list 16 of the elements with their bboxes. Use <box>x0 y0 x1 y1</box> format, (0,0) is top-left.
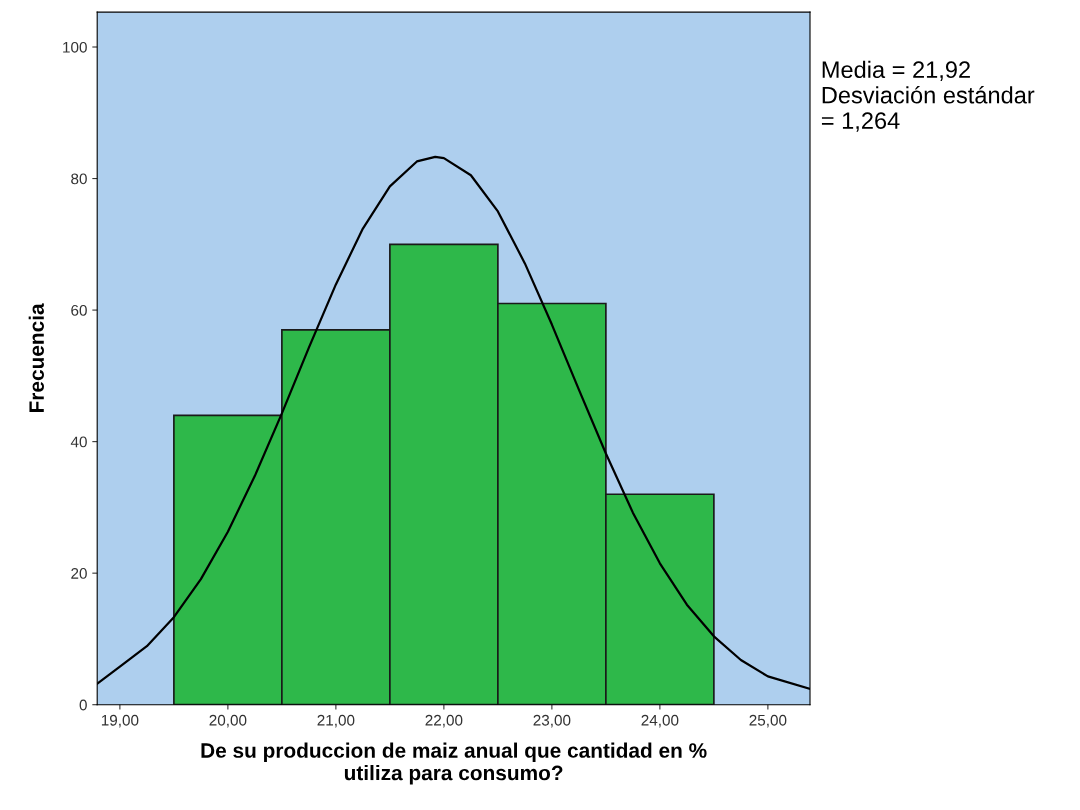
x-tick-label: 25,00 <box>749 714 787 728</box>
y-tick-label: 0 <box>79 699 87 711</box>
y-axis-title: Frecuencia <box>28 303 44 413</box>
x-tick-label: 23,00 <box>533 714 571 728</box>
x-tick-label: 19,00 <box>101 714 139 728</box>
x-tick-label: 20,00 <box>209 714 247 728</box>
y-tick-label: 80 <box>71 173 87 185</box>
x-tick-label: 21,00 <box>317 714 355 728</box>
y-tick-label: 20 <box>71 568 87 579</box>
y-tick-label: 60 <box>71 304 87 316</box>
text: Media = 21,92 Desviación estándar = 1,264 <box>821 60 1035 132</box>
y-tick-label: 40 <box>70 436 87 448</box>
x-axis-title: De su produccion de maiz anual que cantidad en % utiliza para consumo? <box>201 742 707 785</box>
y-tick-label: 100 <box>63 41 87 53</box>
x-tick-label: 24,00 <box>641 714 679 728</box>
x-tick-label: 22,00 <box>425 714 463 728</box>
